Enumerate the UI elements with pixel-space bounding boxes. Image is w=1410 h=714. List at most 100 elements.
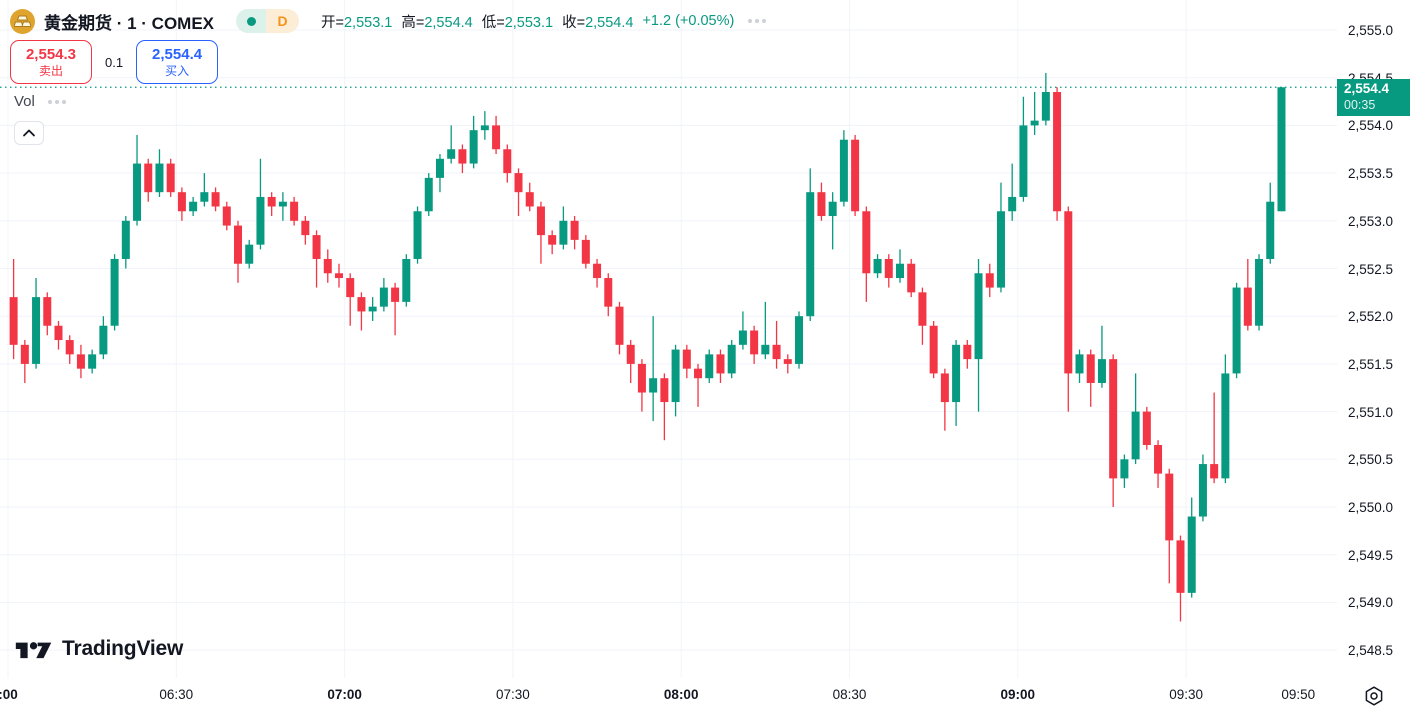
- candle-body: [480, 125, 489, 131]
- price-tick-label: 2,550.0: [1348, 500, 1394, 515]
- ohlc-open: 开=2,553.1: [321, 14, 393, 31]
- market-open-dot-icon: [236, 9, 267, 33]
- ohlc-high: 高=2,554.4: [401, 14, 473, 31]
- price-change: +1.2 (+0.05%): [642, 13, 735, 29]
- candle-body: [1053, 92, 1062, 212]
- candle-body: [166, 163, 175, 193]
- market-status-timeframe-pill[interactable]: D: [236, 9, 300, 33]
- timeframe-badge: D: [266, 9, 300, 33]
- candle-body: [267, 196, 276, 207]
- tradingview-logo[interactable]: TradingView: [14, 636, 183, 662]
- candle-body: [783, 359, 792, 364]
- time-tick-label: 09:30: [1169, 687, 1203, 702]
- candle-body: [88, 354, 97, 369]
- candle-body: [133, 163, 142, 221]
- spread-value: 0.1: [105, 54, 124, 70]
- candle-body: [940, 373, 949, 403]
- candle-body: [492, 125, 501, 150]
- price-axis[interactable]: 2,548.5 2,549.0 2,549.5 2,550.0 2,550.5 2,551…: [1337, 0, 1410, 678]
- candle-body: [245, 244, 254, 264]
- candle-body: [750, 330, 759, 355]
- candle-body: [851, 139, 860, 212]
- time-axis[interactable]: :00 06:30 07:00 07:30 08:00 08:30 09:00 09:30 09…: [0, 678, 1337, 714]
- candle-body: [458, 149, 467, 164]
- candle-body: [671, 349, 680, 403]
- price-tick-label: 2,549.5: [1348, 547, 1394, 563]
- price-tick-label: 2,552.0: [1348, 309, 1394, 325]
- candle-body: [1097, 359, 1106, 383]
- candle-body: [1243, 287, 1252, 326]
- price-tick-label: 2,549.0: [1348, 595, 1394, 611]
- candle-body: [402, 258, 411, 302]
- candle-body: [1008, 196, 1017, 212]
- candle-body: [323, 258, 332, 274]
- candle-body: [312, 235, 321, 259]
- candle-body: [379, 287, 388, 307]
- current-price-value: 2,554.4: [1344, 81, 1390, 97]
- candle-body: [1277, 87, 1286, 212]
- buy-price: 2,554.4: [152, 46, 203, 63]
- candle-body: [974, 273, 983, 360]
- candle-body: [290, 201, 299, 221]
- current-price-badge: 2,554.4 00:35: [1337, 79, 1410, 117]
- candle-body: [1120, 459, 1129, 479]
- candle-body: [43, 297, 52, 326]
- volume-indicator-label[interactable]: Vol: [14, 93, 35, 110]
- price-tick-label: 2,555.0: [1348, 23, 1394, 38]
- candle-body: [9, 297, 18, 345]
- hexagon-settings-icon: [1365, 686, 1382, 706]
- candle-body: [637, 363, 646, 393]
- candle-body: [873, 258, 882, 274]
- time-tick-label: 07:30: [495, 687, 530, 702]
- candle-body: [424, 177, 433, 212]
- candle-body: [1086, 354, 1095, 383]
- candle-body: [682, 349, 691, 369]
- candle-body: [346, 278, 355, 298]
- ohlc-more-button[interactable]: [744, 15, 770, 27]
- sell-label: 卖出: [38, 64, 63, 78]
- candle-body: [929, 325, 938, 374]
- candle-body: [996, 211, 1005, 288]
- candle-body: [536, 206, 545, 236]
- price-tick-label: 2,553.5: [1348, 166, 1394, 182]
- candle-body: [1019, 125, 1028, 197]
- candle-body: [368, 306, 377, 312]
- candle-body: [615, 306, 624, 345]
- candle-body: [1210, 464, 1219, 479]
- tradingview-logo-text: TradingView: [62, 637, 184, 660]
- sell-price: 2,554.3: [25, 46, 77, 63]
- buy-button[interactable]: 2,554.4 买入: [136, 40, 219, 84]
- candle-body: [772, 344, 781, 360]
- candle-body: [761, 344, 770, 355]
- candle-body: [234, 225, 243, 264]
- candle-body: [99, 325, 108, 355]
- candle-body: [895, 263, 904, 279]
- axis-settings-corner: [1337, 678, 1410, 714]
- candle-body: [570, 220, 579, 240]
- volume-more-button[interactable]: [44, 96, 70, 108]
- candle-body: [952, 344, 961, 403]
- candle-body: [716, 354, 725, 374]
- candle-body: [795, 316, 804, 364]
- candle-body: [738, 330, 747, 345]
- collapse-pane-button[interactable]: [14, 121, 44, 145]
- candle-body: [1176, 540, 1185, 593]
- sell-button[interactable]: 2,554.3 卖出: [10, 40, 92, 84]
- price-tick-label: 2,548.5: [1348, 643, 1394, 659]
- candle-body: [649, 378, 658, 393]
- candle-body: [256, 196, 265, 245]
- quick-settings-button[interactable]: [1361, 683, 1387, 709]
- candle-body: [985, 273, 994, 288]
- candle-body: [559, 220, 568, 245]
- candle-body: [1165, 473, 1174, 541]
- symbol-title[interactable]: 黄金期货 · 1 · COMEX: [44, 13, 215, 33]
- candle-body: [301, 220, 310, 236]
- candle-body: [278, 201, 287, 207]
- trade-panel: 2,554.3 卖出 0.1 2,554.4 买入: [10, 40, 219, 84]
- candle-body: [65, 340, 74, 355]
- candle-body: [54, 325, 63, 341]
- candle-body: [200, 192, 209, 202]
- candle-body: [1064, 211, 1073, 374]
- candle-body: [1266, 201, 1275, 259]
